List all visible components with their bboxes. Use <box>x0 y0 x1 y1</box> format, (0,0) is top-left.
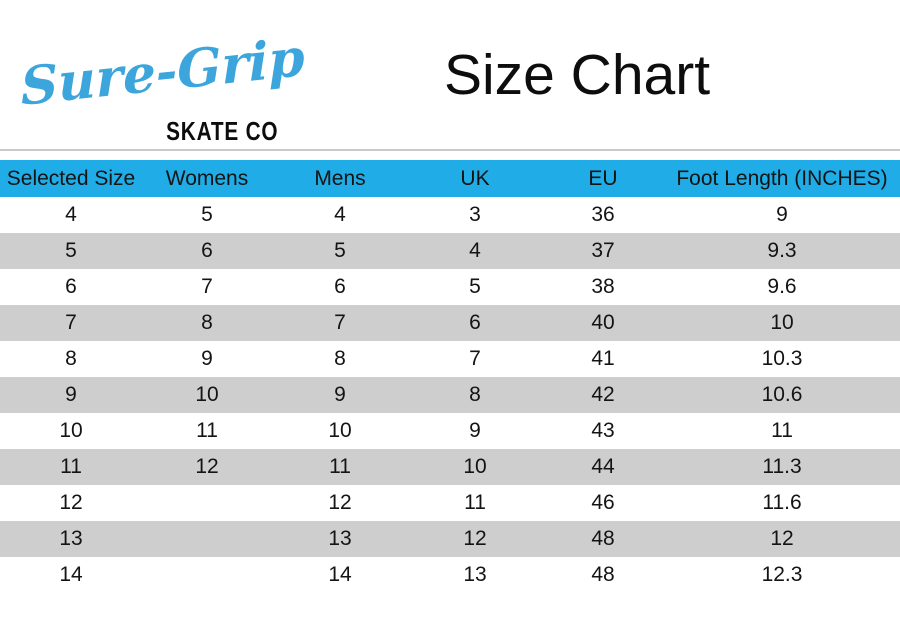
size-cell: 5 <box>201 203 213 226</box>
size-cell: 9 <box>201 347 213 370</box>
size-cell: 13 <box>463 563 487 586</box>
size-cell: 7 <box>201 275 213 298</box>
size-cell: 4 <box>334 203 346 226</box>
size-cell: 3 <box>469 203 481 226</box>
size-cell: 36 <box>591 203 615 226</box>
size-cell: 44 <box>542 449 664 485</box>
size-cell <box>142 521 272 557</box>
size-cell: 12 <box>664 521 900 557</box>
size-cell: 13 <box>272 521 408 557</box>
size-cell: 7 <box>469 347 481 370</box>
size-cell: 5 <box>469 275 481 298</box>
size-cell: 6 <box>408 305 542 341</box>
size-cell: 10 <box>328 419 352 442</box>
col-header-eu: EU <box>542 160 664 197</box>
size-cell: 9.6 <box>767 275 797 298</box>
size-cell: 12 <box>328 491 352 514</box>
size-cell: 5 <box>0 233 142 269</box>
size-cell: 12 <box>408 521 542 557</box>
size-cell: 8 <box>65 347 77 370</box>
size-cell: 46 <box>591 491 615 514</box>
size-cell <box>142 557 272 593</box>
size-cell: 10.3 <box>761 347 803 370</box>
size-cell: 5 <box>272 233 408 269</box>
brand-logo-subtitle: SKATE CO <box>165 116 278 146</box>
size-cell: 37 <box>542 233 664 269</box>
size-row: 4 5 4 3 36 9 <box>0 197 900 233</box>
size-cell: 12 <box>142 449 272 485</box>
size-cell: 10 <box>664 305 900 341</box>
size-cell: 11 <box>196 419 218 442</box>
size-row: 7 8 7 6 40 10 <box>0 305 900 341</box>
size-cell: 9 <box>469 419 481 442</box>
col-header-foot-length: Foot Length (INCHES) <box>664 160 900 197</box>
size-cell: 41 <box>591 347 615 370</box>
size-cell: 11 <box>272 449 408 485</box>
size-cell: 4 <box>408 233 542 269</box>
size-cell: 7 <box>272 305 408 341</box>
size-cell: 9 <box>776 203 788 226</box>
size-cell: 48 <box>542 521 664 557</box>
size-row: 10 11 10 9 43 11 <box>0 413 900 449</box>
size-cell: 14 <box>59 563 83 586</box>
size-cell: 9.3 <box>664 233 900 269</box>
size-row: 13 13 12 48 12 <box>0 521 900 557</box>
size-cell: 11.3 <box>664 449 900 485</box>
size-cell: 9 <box>0 377 142 413</box>
size-cell: 10 <box>59 419 83 442</box>
size-cell: 10.6 <box>664 377 900 413</box>
size-cell: 8 <box>334 347 346 370</box>
size-cell: 6 <box>142 233 272 269</box>
header-row: Selected Size Womens Mens UK EU Foot Len… <box>0 160 900 197</box>
size-row: 11 12 11 10 44 11.3 <box>0 449 900 485</box>
brand-logo-script-text: Sure-Grip <box>19 26 306 118</box>
size-row: 6 7 6 5 38 9.6 <box>0 269 900 305</box>
size-row: 9 10 9 8 42 10.6 <box>0 377 900 413</box>
size-cell: 38 <box>591 275 615 298</box>
size-cell: 6 <box>65 275 77 298</box>
size-cell: 13 <box>0 521 142 557</box>
brand-logo: Sure-Grip SKATE CO <box>14 18 306 148</box>
size-chart-table: Selected Size Womens Mens UK EU Foot Len… <box>0 160 900 593</box>
size-cell: 4 <box>65 203 77 226</box>
size-row: 14 14 13 48 12.3 <box>0 557 900 593</box>
size-cell: 8 <box>142 305 272 341</box>
size-cell: 42 <box>542 377 664 413</box>
size-cell: 10 <box>142 377 272 413</box>
size-table-header: Selected Size Womens Mens UK EU Foot Len… <box>0 160 900 197</box>
size-cell: 6 <box>334 275 346 298</box>
size-row: 5 6 5 4 37 9.3 <box>0 233 900 269</box>
size-cell: 12 <box>59 491 83 514</box>
header-divider-rule <box>0 149 900 151</box>
size-cell: 10 <box>408 449 542 485</box>
size-cell <box>142 485 272 521</box>
size-cell: 11.6 <box>762 491 802 514</box>
col-header-mens: Mens <box>272 160 408 197</box>
size-row: 12 12 11 46 11.6 <box>0 485 900 521</box>
size-table-body: 4 5 4 3 36 9 5 6 5 4 37 9.3 6 7 6 5 38 9.6 7 8 7 6 40 10 8 9 8 7 41 1… <box>0 197 900 593</box>
size-cell: 14 <box>328 563 352 586</box>
col-header-womens: Womens <box>142 160 272 197</box>
size-cell: 8 <box>408 377 542 413</box>
size-cell: 11 <box>771 419 793 442</box>
size-cell: 7 <box>0 305 142 341</box>
size-cell: 43 <box>591 419 615 442</box>
col-header-selected-size: Selected Size <box>0 160 142 197</box>
size-cell: 11 <box>464 491 486 514</box>
size-cell: 48 <box>591 563 615 586</box>
col-header-uk: UK <box>408 160 542 197</box>
size-cell: 12.3 <box>761 563 803 586</box>
size-cell: 40 <box>542 305 664 341</box>
page-title: Size Chart <box>443 43 711 107</box>
size-row: 8 9 8 7 41 10.3 <box>0 341 900 377</box>
size-cell: 11 <box>0 449 142 485</box>
size-cell: 9 <box>272 377 408 413</box>
